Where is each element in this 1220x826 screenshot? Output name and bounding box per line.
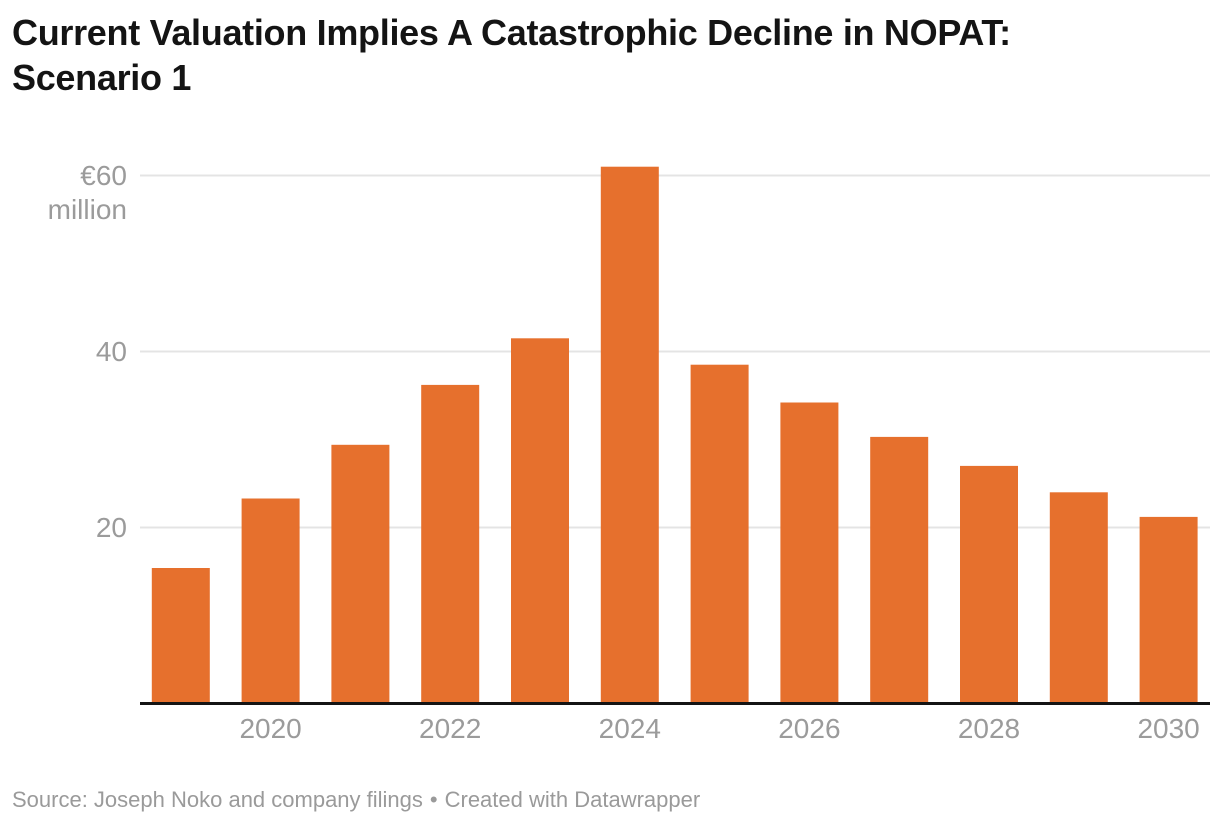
bar-2021[interactable] — [331, 444, 390, 705]
bar-2020[interactable] — [241, 498, 300, 706]
x-tick-label-2024: 2024 — [598, 713, 661, 744]
footer: Source: Joseph Noko and company filings •… — [12, 786, 700, 813]
bar-2028[interactable] — [960, 465, 1018, 705]
bar-2027[interactable] — [870, 436, 929, 705]
y-tick-label-40: 40 — [95, 335, 127, 367]
bar-2022[interactable] — [421, 384, 480, 705]
bar-2026[interactable] — [780, 402, 839, 706]
bar-2030[interactable] — [1139, 516, 1198, 705]
x-tick-label-2020: 2020 — [239, 713, 302, 744]
y-tick-label-60: €60 million — [47, 159, 127, 225]
bar-2025[interactable] — [690, 364, 749, 705]
footer-separator: • — [429, 787, 438, 812]
bar-2024[interactable] — [600, 166, 659, 705]
datawrapper-credit[interactable]: Created with Datawrapper — [444, 787, 701, 812]
x-tick-label-2030: 2030 — [1137, 713, 1200, 744]
bar-2029[interactable] — [1049, 492, 1108, 705]
x-tick-label-2022: 2022 — [419, 713, 482, 744]
bar-2023[interactable] — [511, 338, 569, 705]
chart-title: Current Valuation Implies A Catastrophic… — [12, 12, 1011, 98]
x-tick-label-2028: 2028 — [957, 713, 1021, 744]
source-text: Source: Joseph Noko and company filings — [12, 787, 423, 812]
y-tick-label-20: 20 — [95, 511, 127, 543]
x-axis-line — [140, 702, 1210, 705]
x-tick-label-2026: 2026 — [778, 713, 841, 744]
bar-2019[interactable] — [151, 568, 210, 705]
